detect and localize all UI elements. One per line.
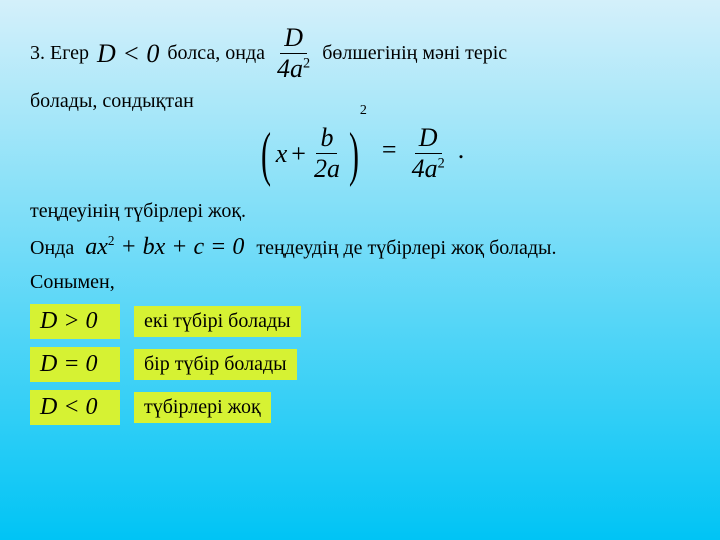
summary-row-3: D < 0 түбірлері жоқ [30, 390, 690, 425]
result-no-roots: түбірлері жоқ [134, 392, 271, 423]
lhs-frac: b 2a [310, 125, 344, 182]
lhs-paren-block: ( x + b 2a ) [256, 125, 364, 182]
rhs-frac: D 4a2 [408, 125, 449, 182]
fraction-d-over-4a2: D 4a2 [273, 25, 314, 82]
centered-equation: ( x + b 2a ) 2 = D 4a2 . [30, 125, 690, 182]
quadratic-equation: ax2 + bx + c = 0 [85, 234, 250, 260]
lhs-x: x [276, 139, 288, 169]
lhs-exponent: 2 [360, 103, 367, 118]
line-sonymen: Сонымен, [30, 271, 690, 294]
result-one-root: бір түбір болады [134, 349, 297, 380]
cond-d-lt-0: D < 0 [30, 390, 120, 425]
frac-numerator: D [280, 25, 307, 54]
summary-row-1: D > 0 екі түбірі болады [30, 304, 690, 339]
text-prefix: 3. Егер [30, 42, 89, 65]
slide-content: 3. Егер D < 0 болса, онда D 4a2 бөлшегін… [0, 0, 720, 458]
cond-d-gt-0: D > 0 [30, 304, 120, 339]
onda-suffix: теңдеудің де түбірлері жоқ болады. [256, 237, 556, 259]
frac-denominator: 4a2 [273, 54, 314, 82]
condition-d-lt-0: D < 0 [97, 39, 159, 69]
line-onda: Онда ax2 + bx + c = 0 теңдеудің де түбір… [30, 233, 690, 261]
text-mid: болса, онда [167, 42, 265, 65]
text-suffix: бөлшегінің мәні теріс [322, 42, 507, 65]
equals-sign: = [382, 135, 397, 164]
line-no-roots: теңдеуінің түбірлері жоқ. [30, 200, 690, 223]
cond-d-eq-0: D = 0 [30, 347, 120, 382]
eq-dot: . [458, 135, 465, 164]
left-paren-icon: ( [261, 130, 271, 178]
lhs-plus: + [291, 139, 306, 169]
summary-row-2: D = 0 бір түбір болады [30, 347, 690, 382]
right-paren-icon: ) [349, 130, 359, 178]
result-two-roots: екі түбірі болады [134, 306, 301, 337]
onda-prefix: Онда [30, 237, 74, 259]
intro-line-1: 3. Егер D < 0 болса, онда D 4a2 бөлшегін… [30, 25, 690, 82]
